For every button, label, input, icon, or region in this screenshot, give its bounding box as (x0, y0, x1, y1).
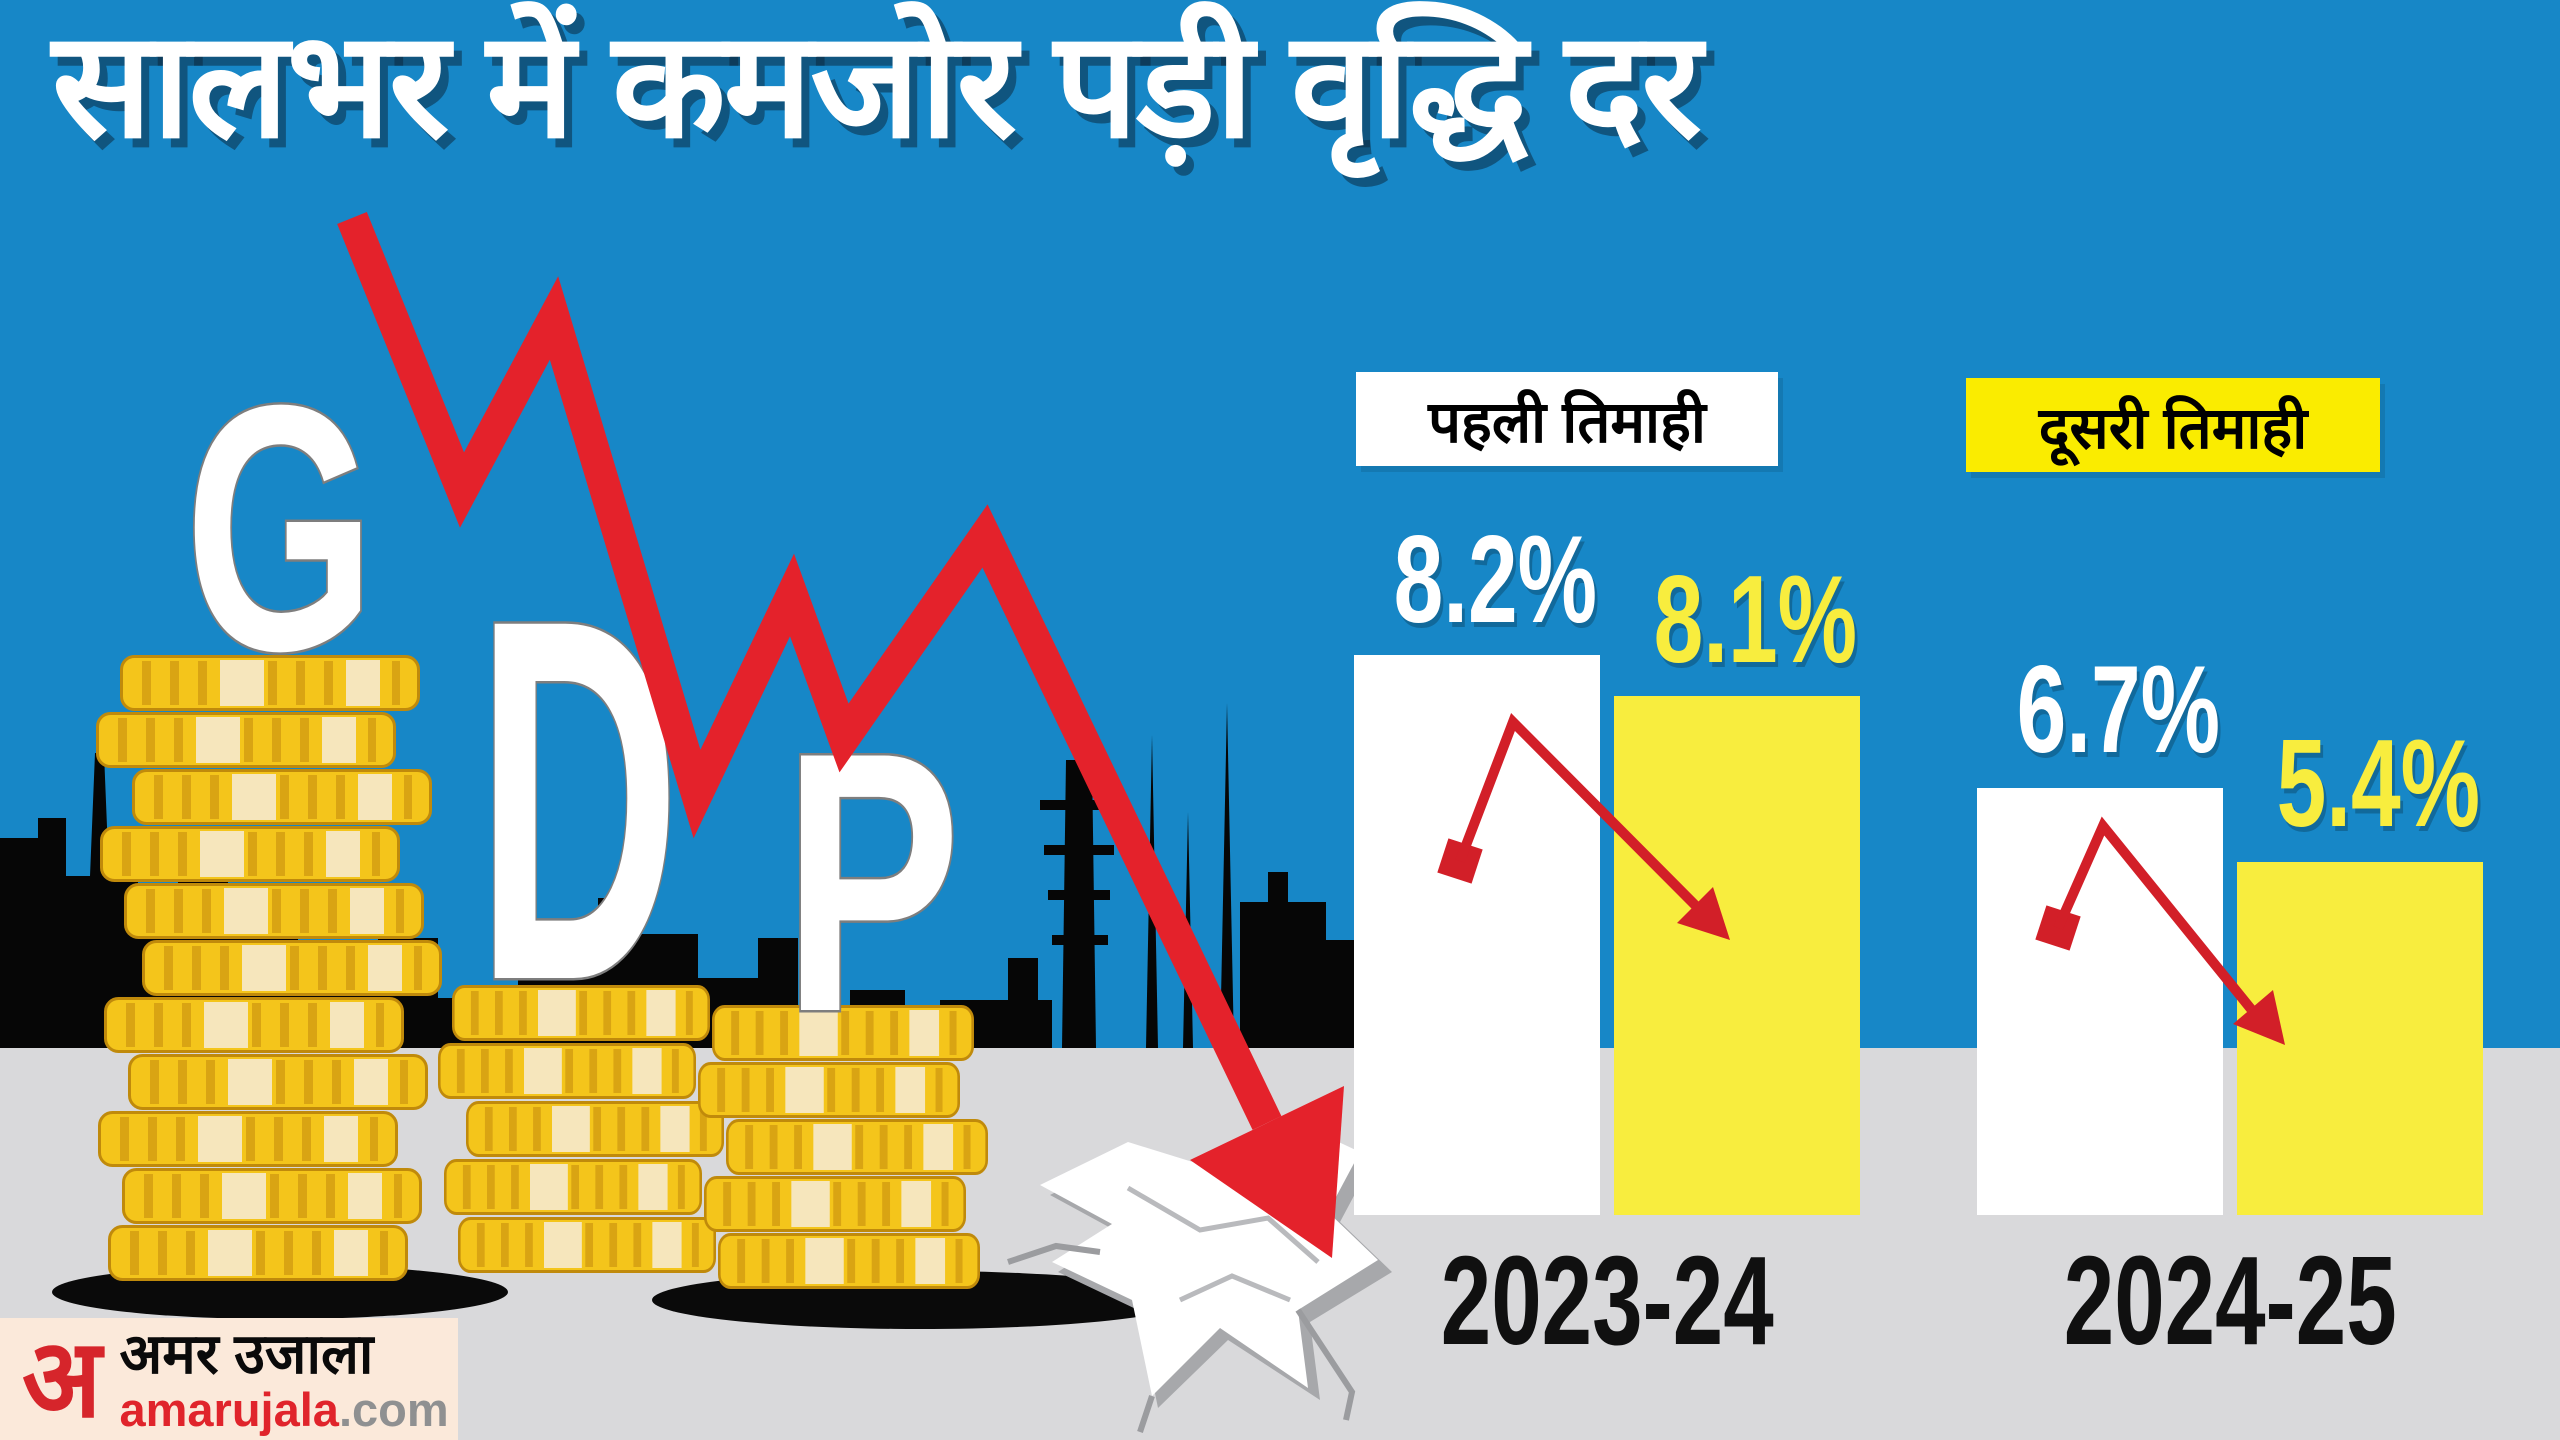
value-label-q1-2023-24: 8.2% (1354, 518, 1600, 642)
bar-q1-2024-25 (1977, 788, 2223, 1215)
logo-name-hindi: अमर उजाला (119, 1321, 374, 1385)
value-label-q2-2024-25: 5.4% (2237, 722, 2483, 846)
value-text: 8.1% (1653, 551, 1858, 689)
legend-first-quarter-label: पहली तिमाही (1428, 389, 1706, 455)
logo-tld-text: .com (338, 1382, 449, 1436)
letter-g: G (185, 334, 376, 724)
legend-second-quarter-label: दूसरी तिमाही (2038, 395, 2308, 461)
year-text: 2023-24 (1440, 1230, 1774, 1371)
value-text: 6.7% (2016, 641, 2221, 779)
coin-stack-g (96, 655, 442, 1281)
legend-first-quarter: पहली तिमाही (1356, 372, 1778, 466)
falling-trend-arrow-icon (337, 212, 1344, 1258)
gdp-letters: G D P (183, 332, 963, 1092)
logo-monogram: अ (22, 1318, 102, 1440)
publisher-logo: अ अमर उजाला amarujala.com (0, 1318, 458, 1440)
headline-title: सालभर में कमजोर पड़ी वृद्धि दर (52, 3, 1702, 168)
bar-q2-2024-25 (2237, 862, 2483, 1215)
legend-second-quarter: दूसरी तिमाही (1966, 378, 2380, 472)
logo-site-text: amarujala (119, 1382, 339, 1436)
logo-website: amarujala.com (119, 1386, 448, 1433)
value-label-q1-2024-25: 6.7% (1977, 648, 2223, 772)
bar-q1-2023-24 (1354, 655, 1600, 1215)
value-label-q2-2023-24: 8.1% (1614, 558, 1860, 682)
category-label-2023-24: 2023-24 (1354, 1238, 1860, 1364)
year-text: 2024-25 (2063, 1230, 2397, 1371)
value-text: 5.4% (2276, 715, 2481, 853)
letter-p: P (783, 676, 961, 1089)
category-label-2024-25: 2024-25 (1977, 1238, 2483, 1364)
value-text: 8.2% (1393, 511, 1598, 649)
bar-q2-2023-24 (1614, 696, 1860, 1215)
